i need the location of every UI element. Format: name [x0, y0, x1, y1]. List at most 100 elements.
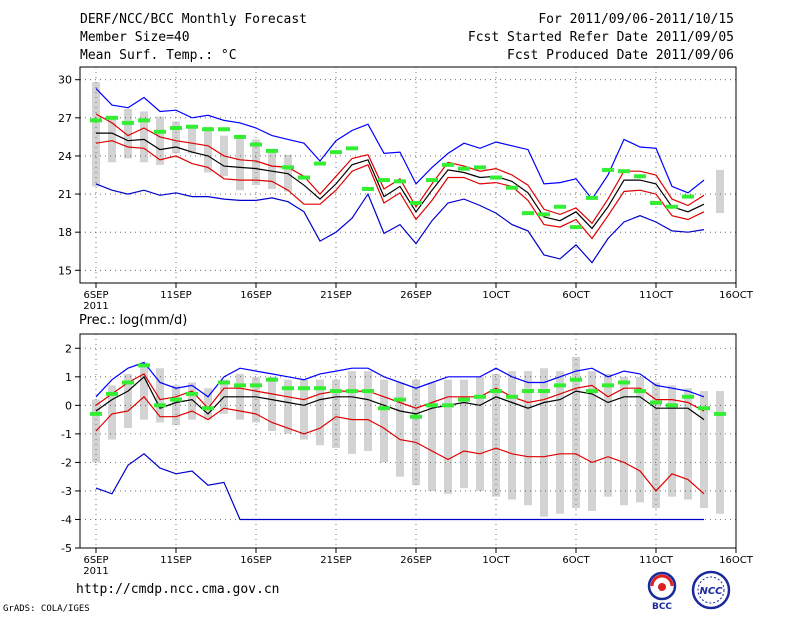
prec-obs-marker	[618, 380, 630, 385]
prec-obs-marker	[378, 406, 390, 411]
prec-y-tick-label: 0	[65, 399, 72, 412]
temp-obs-marker	[330, 150, 342, 155]
prec-ensemble-box	[556, 371, 564, 514]
temp-ensemble-box	[268, 149, 276, 189]
temp-obs-marker	[378, 178, 390, 183]
prec-x-tick-label: 16OCT	[719, 555, 754, 566]
temp-x-tick-label: 16OCT	[719, 290, 754, 301]
prec-obs-marker	[330, 389, 342, 394]
prec-obs-marker	[170, 397, 182, 402]
website-url[interactable]: http://cmdp.ncc.cma.gov.cn	[76, 582, 280, 597]
prec-ensemble-box	[684, 388, 692, 500]
prec-ensemble-box	[444, 379, 452, 494]
bcc-logo-ring	[647, 571, 677, 601]
prec-ensemble-box	[492, 373, 500, 497]
temp-ensemble-box	[92, 82, 100, 187]
prec-obs-marker	[650, 400, 662, 405]
temp-obs-marker	[250, 142, 262, 147]
bcc-logo: BCC	[647, 571, 677, 610]
temp-ensemble-box	[108, 116, 116, 163]
temp-obs-marker	[218, 127, 230, 132]
prec-max-line	[95, 361, 705, 398]
temp-x-tick-label: 16SEP	[240, 290, 271, 301]
temp-max-line	[95, 88, 705, 201]
temp-panel: 15 18 21 24 27 30 6SEP 11SEP 16SEP 21SEP 26SEP 1OCT…	[58, 66, 754, 312]
temp-frame	[79, 66, 737, 284]
prec-ensemble-box	[700, 391, 708, 509]
temp-obs-marker	[234, 134, 246, 139]
prec-ensemble-box	[92, 399, 100, 463]
prec-obs-marker	[202, 406, 214, 411]
temp-upper-line	[95, 113, 705, 225]
prec-obs-marker	[282, 386, 294, 391]
prec-upper-line	[95, 373, 705, 412]
temp-ensemble-box	[140, 111, 148, 163]
prec-obs-marker	[458, 397, 470, 402]
temp-obs-marker	[138, 118, 150, 123]
prec-ensemble-box	[396, 382, 404, 477]
prec-obs-marker	[90, 411, 102, 416]
prec-y-tick-label: 1	[65, 371, 72, 384]
temp-mean-line	[96, 132, 705, 230]
prec-ensemble-box	[716, 391, 724, 514]
prec-x-tick-label: 11SEP	[160, 555, 191, 566]
prec-ensemble-box	[540, 368, 548, 517]
temp-x-tick-label: 6SEP	[83, 290, 108, 301]
temp-obs-marker	[90, 118, 102, 123]
temp-obs-marker	[554, 204, 566, 209]
temp-lower-line	[95, 140, 705, 240]
temp-x-tick-label: 6OCT	[562, 290, 590, 301]
temp-y-tick-label: 30	[58, 74, 72, 87]
prec-ensemble-box	[588, 371, 596, 511]
temp-obs-marker	[106, 115, 118, 120]
ncc-logo-text: NCC	[699, 586, 723, 597]
prec-ensemble-box	[300, 379, 308, 440]
temp-obs-marker	[506, 185, 518, 190]
prec-x-tick-label: 6SEP	[83, 555, 108, 566]
prec-ensemble-box	[620, 376, 628, 506]
prec-ensemble-box	[412, 379, 420, 486]
prec-lower-line	[95, 395, 705, 495]
ncc-logo: NCC	[691, 570, 731, 610]
prec-ensemble-box	[652, 382, 660, 509]
temp-x-tick-label: 26SEP	[400, 290, 431, 301]
prec-obs-marker	[538, 389, 550, 394]
prec-x-tick-label: 26SEP	[400, 555, 431, 566]
prec-ensemble-box	[124, 373, 132, 429]
temp-obs-marker	[666, 204, 678, 209]
prec-obs-marker	[410, 414, 422, 419]
temp-obs-marker	[650, 200, 662, 205]
prec-ensemble-box	[348, 371, 356, 454]
prec-ensemble-box	[204, 388, 212, 420]
temp-ensemble-box	[236, 138, 244, 191]
temp-obs-marker	[202, 127, 214, 132]
prec-ensemble-box	[284, 379, 292, 434]
temp-x-tick-label: 21SEP	[320, 290, 351, 301]
ncc-logo-ring	[691, 570, 731, 610]
temp-obs-marker	[570, 225, 582, 230]
prec-ensemble-box	[188, 382, 196, 420]
temp-obs-marker	[618, 169, 630, 174]
prec-ensemble-box	[508, 371, 516, 500]
temp-obs-marker	[314, 161, 326, 166]
prec-ensemble-box	[668, 385, 676, 497]
prec-ensemble-box	[636, 376, 644, 503]
temp-y-tick-label: 21	[58, 188, 72, 201]
prec-obs-marker	[250, 383, 262, 388]
prec-mean-line	[95, 375, 705, 421]
prec-obs-marker	[266, 377, 278, 382]
temp-obs-marker	[346, 146, 358, 151]
prec-obs-marker	[666, 403, 678, 408]
temp-obs-marker	[426, 178, 438, 183]
temp-obs-marker	[474, 165, 486, 170]
temp-ensemble-box	[156, 116, 164, 165]
prec-obs-marker	[122, 380, 134, 385]
member-size-label: Member Size=40	[80, 30, 190, 45]
prec-ensemble-box	[380, 379, 388, 463]
temp-ensemble-box	[204, 126, 212, 173]
prec-obs-marker	[218, 380, 230, 385]
prec-y-tick-label: -3	[61, 485, 72, 498]
ncc-logo-inner-ring	[697, 576, 725, 604]
